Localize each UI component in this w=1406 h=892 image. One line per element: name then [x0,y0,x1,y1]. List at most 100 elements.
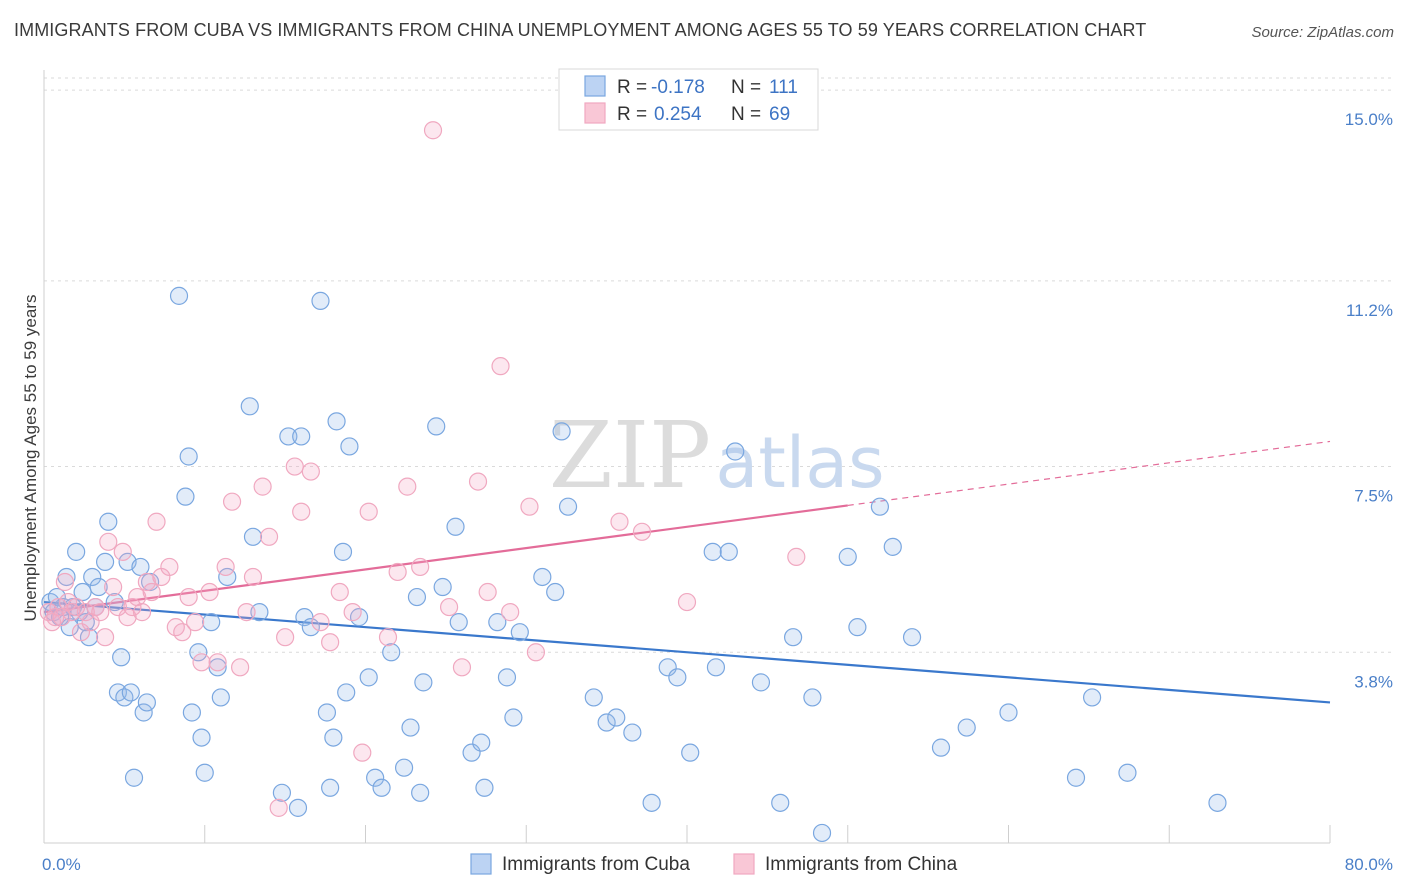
point-cuba [510,623,529,642]
point-china [269,798,288,817]
point-cuba [623,723,642,742]
point-china [423,121,443,140]
point-china [118,608,137,627]
point-china [285,457,304,476]
point-cuba [89,577,108,597]
point-cuba [870,497,890,516]
point-cuba [272,783,292,802]
point-cuba [411,783,430,802]
legend-n-label: N = [731,77,761,98]
point-china [142,582,161,602]
point-china [91,603,110,622]
point-china [452,658,472,677]
point-china [501,603,520,622]
point-china [259,527,279,546]
legend-swatch-cuba [584,75,606,97]
point-cuba [324,728,343,747]
point-china [491,357,510,376]
point-china [95,628,115,647]
point-cuba [771,793,790,812]
point-cuba [552,422,571,441]
point-cuba [292,427,311,446]
point-china [173,623,192,642]
point-cuba [366,768,385,787]
point-cuba [182,703,201,722]
legend-r-label: R = [617,104,647,125]
point-china [186,613,205,632]
point-cuba [475,778,494,797]
point-cuba [372,778,391,797]
point-cuba [607,708,626,727]
trend-line-cuba [43,600,1331,704]
point-china [137,572,156,592]
point-cuba [99,512,118,531]
point-cuba [931,738,951,757]
point-china [787,547,806,566]
point-china [311,613,330,632]
y-tick-labels: 3.8% 7.5% 11.2% 15.0% [1345,110,1393,691]
point-china [321,633,340,652]
point-cuba [359,668,378,687]
point-china [132,603,152,622]
point-china [200,582,219,602]
point-cuba [1082,688,1102,707]
point-cuba [706,658,726,677]
x-tick-label: 0.0% [42,855,81,874]
point-cuba [812,823,832,843]
point-cuba [584,688,603,707]
axes [43,70,1331,844]
point-china [222,492,242,511]
point-cuba [999,703,1018,722]
point-cuba [340,437,359,456]
point-cuba [488,613,507,632]
legend-n-label: N = [731,104,761,125]
point-cuba [73,582,92,602]
point-cuba [1066,768,1086,787]
point-cuba [751,673,771,692]
point-cuba [449,613,468,632]
point-china [55,572,74,592]
point-cuba [333,542,353,561]
point-china [353,743,372,762]
point-cuba [240,397,259,416]
legend-swatch-china [584,102,606,124]
point-cuba [250,603,269,622]
point-cuba [848,618,867,637]
point-cuba [883,537,902,556]
point-china [42,613,62,632]
y-tick-label: 7.5% [1354,487,1393,506]
point-china [301,462,320,481]
point-cuba [192,728,211,747]
point-cuba [137,693,156,712]
y-tick-label: 3.8% [1354,672,1393,691]
point-china [237,603,256,622]
bottom-legend-swatch-cuba [470,853,492,875]
point-cuba [394,758,414,777]
point-cuba [317,703,337,722]
legend-r-value-cuba: -0.178 [651,77,705,98]
point-china [468,472,488,491]
bottom-legend-swatch-china [733,853,755,875]
legend-n-value-china: 69 [769,104,790,125]
point-cuba [83,567,102,587]
gridlines [44,77,1392,653]
y-tick-label: 15.0% [1345,110,1393,129]
point-cuba [533,567,552,587]
point-china [253,477,272,496]
point-china [478,582,497,602]
point-china [99,532,118,551]
point-cuba [134,703,153,722]
point-cuba [211,688,230,707]
point-cuba [131,557,150,577]
watermark: ZIP atlas [549,402,885,509]
point-china [411,557,430,577]
point-cuba [401,718,420,737]
point-china [520,497,539,516]
point-china [359,502,378,521]
point-china [378,628,398,647]
legend-r-label: R = [617,77,647,98]
point-cuba [1118,763,1137,782]
point-cuba [726,442,745,461]
legend-n-value-cuba: 111 [769,77,798,98]
point-china [86,597,105,617]
